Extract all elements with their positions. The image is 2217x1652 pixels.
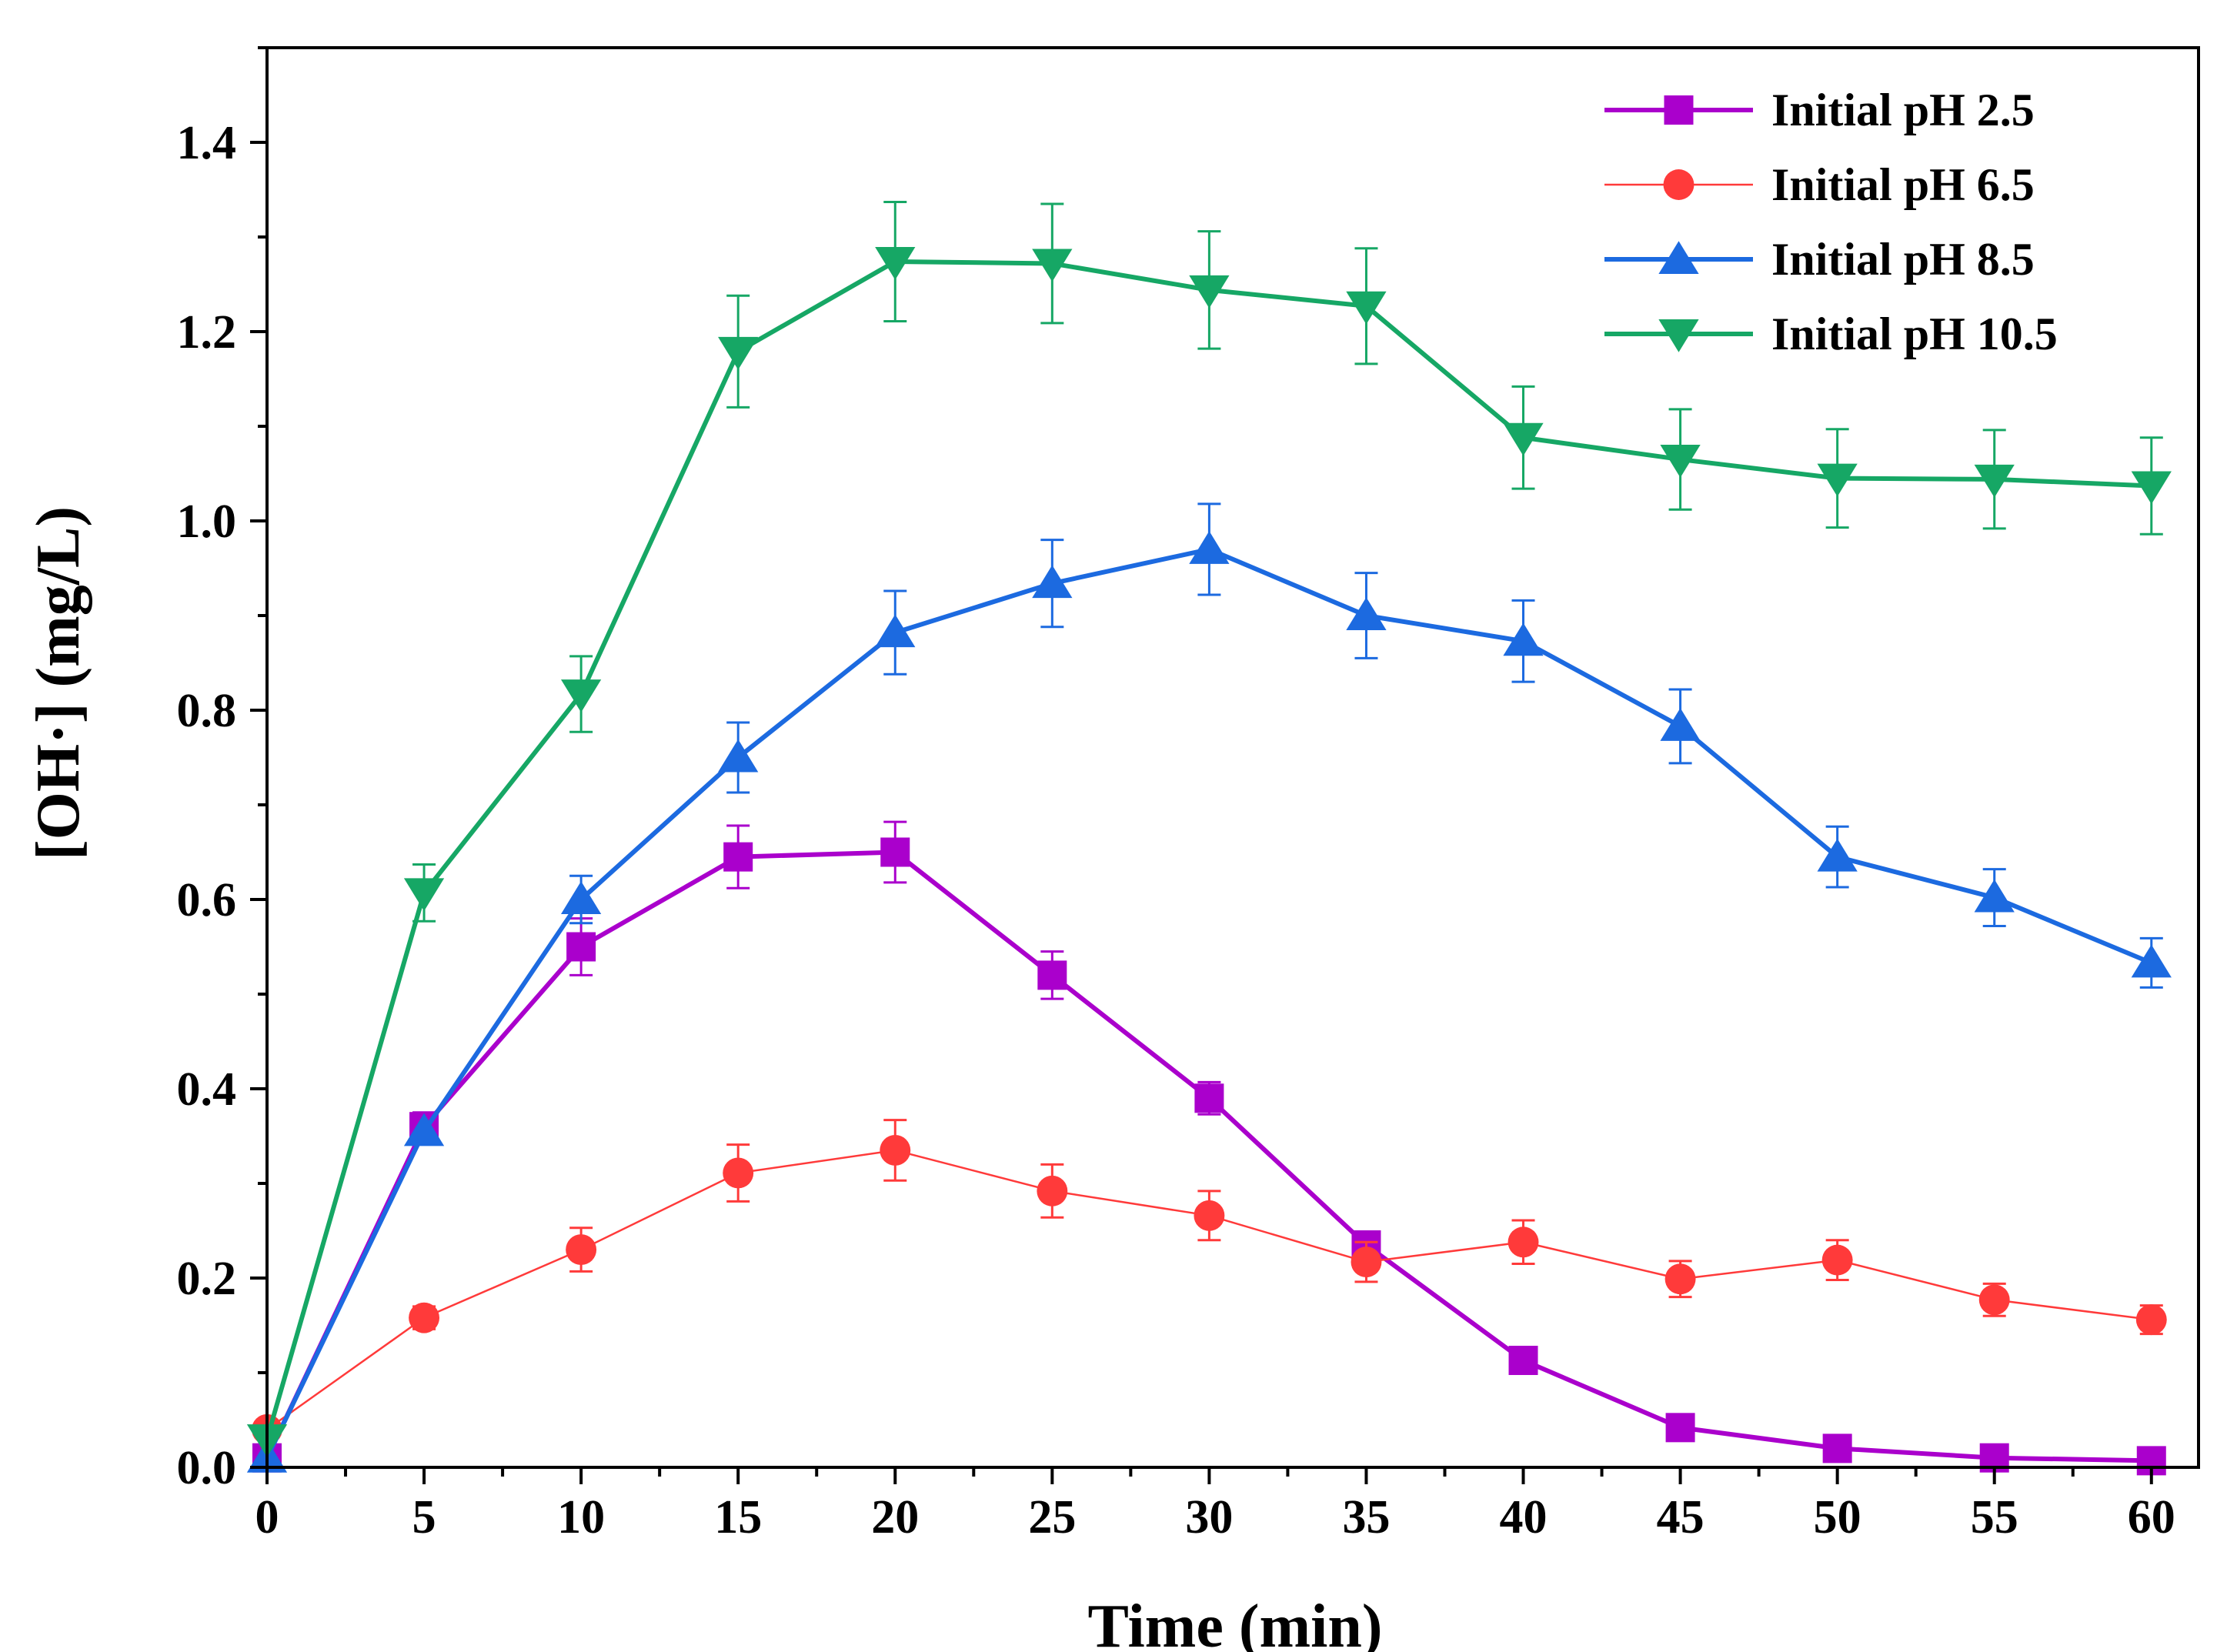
x-tick-label: 50	[1814, 1491, 1861, 1544]
data-point	[1503, 422, 1544, 456]
data-point	[1974, 879, 2015, 913]
data-point	[723, 1157, 754, 1189]
data-point	[1194, 1200, 1225, 1231]
data-point	[875, 614, 916, 648]
x-tick-label: 15	[714, 1491, 762, 1544]
y-tick-label: 1.0	[177, 496, 237, 548]
x-tick-label: 25	[1028, 1491, 1076, 1544]
legend-marker	[1658, 319, 1699, 352]
y-axis-title: [OH·] (mg/L)	[25, 506, 92, 860]
y-tick-label: 0.6	[177, 874, 237, 926]
data-point	[880, 1135, 911, 1166]
x-tick-label: 45	[1657, 1491, 1704, 1544]
y-tick-label: 0.0	[177, 1442, 237, 1494]
y-tick-label: 1.2	[177, 306, 237, 359]
data-point	[880, 837, 910, 867]
data-point	[1665, 1413, 1695, 1443]
data-point	[1194, 1083, 1224, 1113]
x-tick-label: 0	[255, 1491, 279, 1544]
data-point	[1507, 1226, 1539, 1258]
series-line	[265, 546, 2152, 1460]
legend-entry-2: Initial pH 6.5	[1604, 159, 2035, 210]
x-tick-label: 20	[871, 1491, 919, 1544]
data-point	[1037, 960, 1067, 990]
data-point	[875, 246, 916, 280]
series-1	[252, 820, 2166, 1476]
legend-marker	[1664, 95, 1694, 125]
data-point	[561, 679, 602, 713]
legend-entry-1: Initial pH 2.5	[1604, 85, 2035, 135]
data-point	[403, 1113, 445, 1146]
legend: Initial pH 2.5 Initial pH 6.5 Initial pH 8…	[1604, 85, 2058, 359]
data-point	[566, 1234, 597, 1266]
data-point	[1508, 1346, 1538, 1376]
y-tick-label: 0.8	[177, 685, 237, 737]
x-tick-label: 40	[1500, 1491, 1548, 1544]
x-tick-label: 60	[2128, 1491, 2175, 1544]
series-2	[252, 1119, 2167, 1445]
data-point	[1660, 708, 1701, 741]
data-point	[1822, 1433, 1852, 1463]
data-point	[409, 1302, 440, 1333]
series-3	[246, 502, 2172, 1473]
data-point	[1664, 1263, 1696, 1295]
data-point	[718, 336, 759, 370]
data-point	[1346, 597, 1387, 630]
data-point	[2135, 1304, 2167, 1336]
data-point	[566, 932, 596, 962]
legend-label: Initial pH 2.5	[1771, 85, 2035, 135]
data-point	[403, 878, 445, 912]
y-tick-label: 1.4	[177, 117, 237, 169]
data-point	[1032, 565, 1073, 599]
data-point	[1974, 464, 2015, 498]
data-point	[2131, 471, 2172, 505]
data-point	[1503, 622, 1544, 656]
plot-area	[246, 200, 2172, 1476]
legend-label: Initial pH 8.5	[1771, 234, 2035, 285]
data-point	[1978, 1284, 2010, 1316]
data-point	[1817, 838, 1858, 872]
legend-entry-3: Initial pH 8.5	[1604, 234, 2035, 285]
data-point	[1817, 463, 1858, 497]
legend-entry-4: Initial pH 10.5	[1604, 309, 2058, 359]
series-4	[246, 200, 2172, 1457]
x-tick-label: 5	[412, 1491, 436, 1544]
y-tick-label: 0.2	[177, 1253, 237, 1305]
x-tick-label: 10	[557, 1491, 605, 1544]
data-point	[1346, 291, 1387, 325]
x-tick-label: 30	[1185, 1491, 1233, 1544]
plot-frame	[265, 46, 2200, 1469]
data-point	[1660, 445, 1701, 478]
data-point	[1032, 249, 1073, 282]
legend-label: Initial pH 10.5	[1771, 309, 2058, 359]
data-point	[1351, 1247, 1382, 1278]
legend-label: Initial pH 6.5	[1771, 159, 2035, 210]
data-point	[723, 842, 753, 872]
legend-marker	[1658, 241, 1699, 274]
x-tick-label: 35	[1342, 1491, 1390, 1544]
data-point	[1037, 1175, 1068, 1206]
data-point	[1189, 275, 1230, 309]
legend-marker	[1663, 169, 1694, 200]
data-point	[718, 739, 759, 773]
data-point	[2131, 944, 2172, 978]
data-point	[1189, 531, 1230, 564]
axes: 0 5 10 15 20 25 30 35 40 45 50 55 60 0.0 0.2 0.4 0.6 0.8 1…	[177, 46, 2200, 1544]
data-point	[1821, 1244, 1853, 1276]
x-tick-label: 55	[1971, 1491, 2018, 1544]
y-tick-label: 0.4	[177, 1063, 237, 1116]
x-axis-title: Time (min)	[1088, 1593, 1383, 1652]
data-point	[561, 881, 602, 914]
